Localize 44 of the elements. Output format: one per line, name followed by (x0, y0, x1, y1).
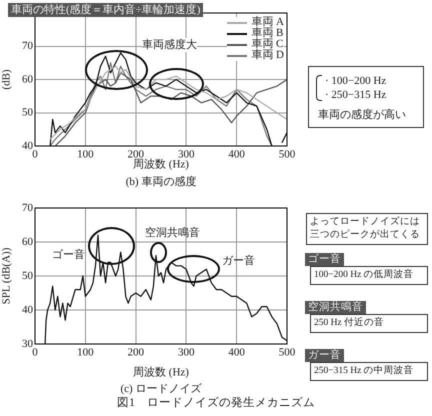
y-tick-label: 50 (22, 106, 34, 119)
x-tick-label: 0 (32, 148, 38, 160)
y-tick-label: 60 (22, 73, 34, 86)
y-tick-label: 70 (22, 202, 34, 214)
y-tick-label: 30 (22, 338, 34, 350)
text: ゴー音 (305, 253, 344, 266)
y-tick-label: 40 (22, 304, 34, 316)
legend-label: 車両 A (251, 16, 284, 28)
annotation: ゴー音 (52, 248, 85, 262)
y-tick-label: 40 (22, 140, 34, 152)
text: よってロードノイズには三つのピークが出てくる (306, 213, 428, 245)
x-tick-label: 200 (128, 346, 145, 358)
text: 空洞共鳴音 (305, 301, 366, 314)
text: 100−200 Hz の低周波音 (310, 266, 428, 285)
x-axis-title: 周波数 (Hz) (133, 365, 190, 378)
text: · 250−315 Hz (325, 88, 386, 102)
text: ガー音 (305, 349, 344, 362)
y-tick-label: 60 (22, 236, 34, 248)
x-tick-label: 500 (278, 148, 296, 160)
text: · 100−200 Hz (325, 74, 386, 88)
y-axis-title: (dB) (0, 69, 12, 90)
text: (c) ロードノイズ (120, 382, 202, 396)
caption: 図1 ロードノイズの発生メカニズム (116, 396, 316, 410)
x-tick-label: 300 (178, 346, 195, 358)
x-tick-label: 0 (32, 346, 38, 358)
chart-title: 車両の特性(感度＝車内音÷車輪加速度) (8, 3, 204, 17)
text: 250−315 Hz の中周波音 (310, 362, 428, 381)
annotation: 空洞共鳴音 (145, 226, 200, 240)
x-tick-label: 100 (77, 346, 94, 358)
legend-label: 車両 B (251, 27, 284, 39)
y-tick-label: 70 (22, 40, 34, 52)
legend-label: 車両 D (251, 49, 284, 61)
text: 車両の感度が高い (318, 108, 406, 122)
x-tick-label: 500 (278, 346, 296, 358)
y-tick-label: 50 (22, 270, 34, 282)
x-tick-label: 400 (228, 148, 246, 160)
x-tick-label: 100 (77, 148, 94, 160)
text: (b) 車両の感度 (124, 174, 198, 189)
y-axis-title: SPL (dB(A)) (0, 247, 12, 304)
annotation: 車両感度大 (142, 38, 197, 52)
text: 250 Hz 付近の音 (310, 314, 428, 333)
annotation: ガー音 (222, 254, 255, 268)
x-tick-label: 400 (228, 346, 246, 358)
legend-label: 車両 C (251, 38, 284, 50)
